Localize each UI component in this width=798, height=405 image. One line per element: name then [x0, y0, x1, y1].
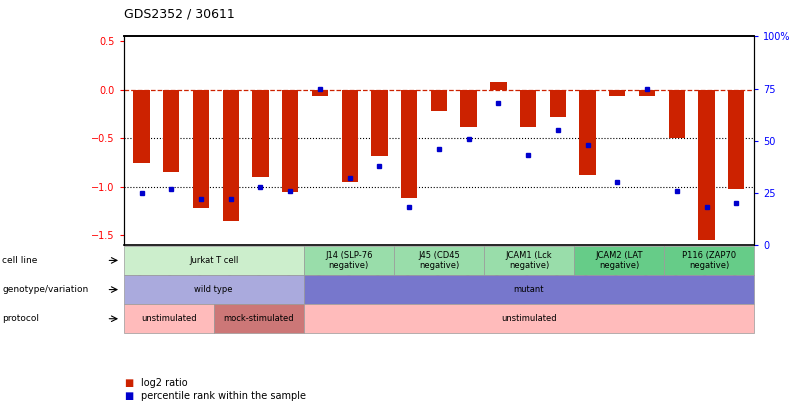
Text: GDS2352 / 30611: GDS2352 / 30611: [124, 7, 235, 20]
Bar: [669, 90, 685, 139]
Text: log2 ratio: log2 ratio: [141, 378, 188, 388]
Text: percentile rank within the sample: percentile rank within the sample: [141, 391, 306, 401]
Bar: [431, 90, 447, 111]
Bar: [401, 90, 417, 198]
Bar: [342, 90, 358, 182]
Bar: [312, 90, 328, 96]
Bar: [728, 90, 745, 189]
Bar: [223, 90, 239, 221]
Text: mutant: mutant: [514, 285, 544, 294]
Bar: [252, 90, 269, 177]
Bar: [639, 90, 655, 96]
Text: P116 (ZAP70
negative): P116 (ZAP70 negative): [682, 251, 736, 270]
Text: ■: ■: [124, 378, 133, 388]
Bar: [490, 82, 507, 90]
Text: protocol: protocol: [2, 314, 39, 323]
Text: ■: ■: [124, 391, 133, 401]
Text: JCAM1 (Lck
negative): JCAM1 (Lck negative): [506, 251, 552, 270]
Bar: [163, 90, 180, 172]
Bar: [460, 90, 477, 127]
Bar: [520, 90, 536, 127]
Bar: [371, 90, 388, 156]
Text: Jurkat T cell: Jurkat T cell: [189, 256, 239, 265]
Bar: [133, 90, 150, 162]
Bar: [698, 90, 715, 240]
Text: JCAM2 (LAT
negative): JCAM2 (LAT negative): [595, 251, 642, 270]
Bar: [579, 90, 596, 175]
Text: J45 (CD45
negative): J45 (CD45 negative): [418, 251, 460, 270]
Text: unstimulated: unstimulated: [501, 314, 557, 323]
Bar: [609, 90, 626, 96]
Text: unstimulated: unstimulated: [141, 314, 196, 323]
Text: cell line: cell line: [2, 256, 38, 265]
Bar: [282, 90, 298, 192]
Bar: [550, 90, 566, 117]
Text: wild type: wild type: [195, 285, 233, 294]
Bar: [193, 90, 209, 208]
Text: genotype/variation: genotype/variation: [2, 285, 89, 294]
Text: J14 (SLP-76
negative): J14 (SLP-76 negative): [325, 251, 373, 270]
Text: mock-stimulated: mock-stimulated: [223, 314, 294, 323]
